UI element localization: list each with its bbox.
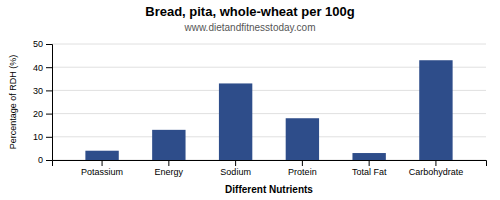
bar [419,60,452,160]
x-tick-label: Potassium [81,167,123,177]
y-tick-label: 10 [33,132,43,142]
y-tick-mark [46,44,52,45]
x-tick-label: Total Fat [352,167,387,177]
x-tick: Energy [155,160,184,177]
y-tick-mark [46,160,52,161]
bar [85,151,118,160]
x-tick-label: Carbohydrate [409,167,464,177]
y-axis-line [46,45,53,161]
x-tick-mark [168,160,169,166]
x-tick: Carbohydrate [409,160,464,177]
x-tick-label: Sodium [220,167,251,177]
bar [352,153,385,160]
y-tick-label: 40 [33,63,43,73]
y-tick-mark [46,137,52,138]
chart-svg: Bread, pita, whole-wheat per 100g www.die… [0,0,500,200]
y-tick-label: 30 [33,86,43,96]
y-tick-label: 50 [33,39,43,49]
y-tick-mark [46,114,52,115]
y-tick: 20 [33,109,52,119]
x-tick: Sodium [220,160,251,177]
grid-line [52,44,486,45]
x-axis-line [53,161,487,167]
x-axis: Potassium Energy Sodium Protein Total Fat Car… [53,160,487,177]
y-tick: 50 [33,39,52,49]
subtitle: www.dietandfitnesstoday.com [184,22,316,33]
y-tick: 10 [33,132,52,142]
plot: Potassium Energy Sodium Protein Total Fat Car… [8,39,487,195]
x-tick: Potassium [81,160,123,177]
x-axis-title: Different Nutrients [225,184,313,195]
y-axis: 0 10 20 30 40 50 [33,39,53,165]
title: Bread, pita, whole-wheat per 100g [145,4,355,19]
bars [85,60,452,160]
x-tick-mark [302,160,303,166]
x-tick: Total Fat [352,160,387,177]
x-tick-label: Energy [155,167,184,177]
y-tick: 30 [33,86,52,96]
bar [152,130,185,160]
y-tick-mark [46,67,52,68]
y-tick: 40 [33,63,52,73]
bar [286,118,319,160]
bar [219,83,252,160]
x-tick-mark [435,160,436,166]
y-tick-label: 0 [38,155,43,165]
x-tick-label: Protein [288,167,317,177]
y-tick-label: 20 [33,109,43,119]
y-axis-title: Percentage of RDH (%) [8,55,18,150]
y-tick: 0 [38,155,52,165]
grid [52,44,486,160]
x-tick-mark [235,160,236,166]
y-tick-mark [46,90,52,91]
chart-container: Bread, pita, whole-wheat per 100g www.die… [0,0,500,200]
x-tick-mark [369,160,370,166]
x-tick: Protein [288,160,317,177]
x-tick-mark [102,160,103,166]
